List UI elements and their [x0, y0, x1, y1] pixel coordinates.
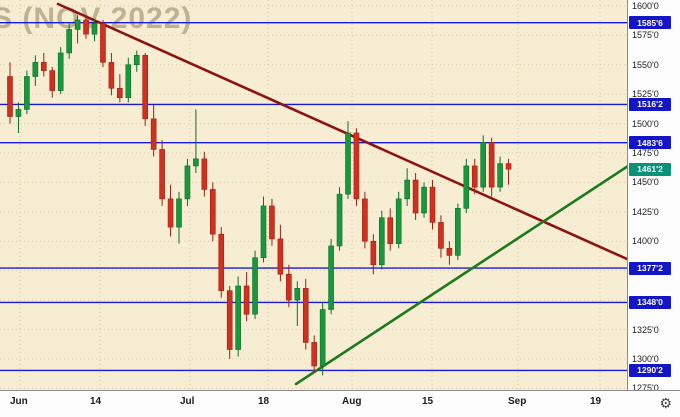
candle: [226, 290, 233, 350]
candle: [7, 76, 13, 117]
price-axis[interactable]: 1600'0 1575'0 1550'0 1525'0 1500'0 1475'0 1450…: [627, 0, 680, 393]
candle: [100, 23, 106, 63]
price-level-badge: 1377'2: [629, 261, 671, 275]
settings-gear-icon[interactable]: ⚙: [659, 395, 672, 411]
price-level-badge: 1290'2: [629, 363, 671, 377]
price-tick-label: 1425'0: [632, 206, 659, 217]
candle: [488, 142, 495, 188]
candle: [167, 198, 174, 228]
candle: [125, 64, 132, 98]
candle: [252, 257, 258, 315]
candle: [438, 222, 444, 249]
price-level-badge: 1348'0: [629, 295, 671, 309]
candle: [505, 163, 512, 170]
candle: [74, 19, 81, 30]
price-level-badge: 1483'6: [629, 136, 671, 150]
candle: [15, 109, 22, 117]
candle: [455, 207, 461, 256]
candle: [91, 23, 98, 35]
candle: [176, 198, 182, 228]
candle: [193, 158, 199, 167]
candle: [311, 342, 318, 367]
candle: [387, 217, 394, 244]
candle: [260, 205, 267, 259]
candle: [32, 62, 39, 77]
candle: [201, 158, 208, 190]
candle: [463, 165, 470, 209]
candle: [395, 198, 402, 244]
candle: [235, 285, 241, 350]
candle: [210, 189, 216, 235]
time-axis-label: 19: [590, 396, 602, 407]
candle: [480, 142, 487, 188]
price-tick-label: 1400'0: [632, 236, 659, 247]
candle: [142, 55, 148, 120]
price-tick-label: 1500'0: [632, 118, 659, 129]
candle: [40, 62, 47, 71]
price-tick-label: 1525'0: [632, 89, 659, 100]
price-tick-label: 1325'0: [632, 324, 659, 335]
candle: [302, 288, 309, 343]
trendline-descending-resistance[interactable]: [56, 2, 627, 261]
candle: [159, 149, 165, 200]
candle: [404, 179, 410, 200]
price-tick-label: 1275'0: [632, 383, 659, 394]
price-tick-label: 1300'0: [632, 353, 659, 364]
price-level-badge: 1585'6: [629, 16, 671, 30]
candle: [286, 273, 292, 301]
price-tick-label: 1550'0: [632, 59, 659, 70]
time-axis-label: Jul: [180, 396, 195, 407]
time-axis-label: 14: [90, 396, 102, 407]
candle: [294, 288, 301, 301]
candle: [353, 132, 360, 200]
candle: [429, 186, 436, 223]
candle: [218, 233, 225, 291]
candle: [412, 179, 419, 214]
candle: [49, 70, 56, 91]
candle: [378, 217, 385, 266]
candle: [117, 87, 123, 98]
price-tick-label: 1475'0: [632, 147, 659, 158]
candlestick-chart-area[interactable]: S (NOV 2022): [0, 0, 627, 390]
candle: [497, 163, 503, 188]
candle: [277, 238, 284, 275]
candle: [66, 29, 72, 54]
candle: [336, 193, 343, 247]
candle: [471, 165, 478, 188]
candle: [243, 285, 250, 315]
candle: [150, 118, 157, 150]
time-axis[interactable]: ⚙ Jun 14 Jul 18 Aug 15 Sep 19: [0, 390, 680, 417]
current-price-badge: 1461'2: [629, 162, 671, 176]
trendline-ascending-support[interactable]: [294, 165, 627, 386]
time-axis-label: Jun: [10, 396, 28, 407]
chart-canvas[interactable]: [0, 0, 627, 390]
candle: [370, 240, 377, 266]
price-tick-label: 1450'0: [632, 177, 659, 188]
candle: [269, 205, 275, 240]
candle: [83, 19, 89, 35]
candle: [345, 132, 351, 195]
time-axis-label: Aug: [342, 396, 362, 407]
price-level-badge: 1516'2: [629, 97, 671, 111]
time-axis-label: Sep: [508, 396, 527, 407]
candle: [184, 165, 191, 200]
candle: [133, 55, 140, 66]
time-axis-label: 18: [258, 396, 270, 407]
candle: [57, 52, 64, 91]
price-tick-label: 1575'0: [632, 30, 659, 41]
price-tick-label: 1600'0: [632, 0, 659, 11]
candle: [421, 186, 427, 214]
candle: [319, 309, 326, 367]
candle: [108, 62, 115, 89]
candle: [362, 198, 368, 242]
candle: [328, 245, 334, 310]
candle: [446, 248, 453, 256]
candle: [24, 76, 30, 110]
time-axis-label: 15: [422, 396, 434, 407]
